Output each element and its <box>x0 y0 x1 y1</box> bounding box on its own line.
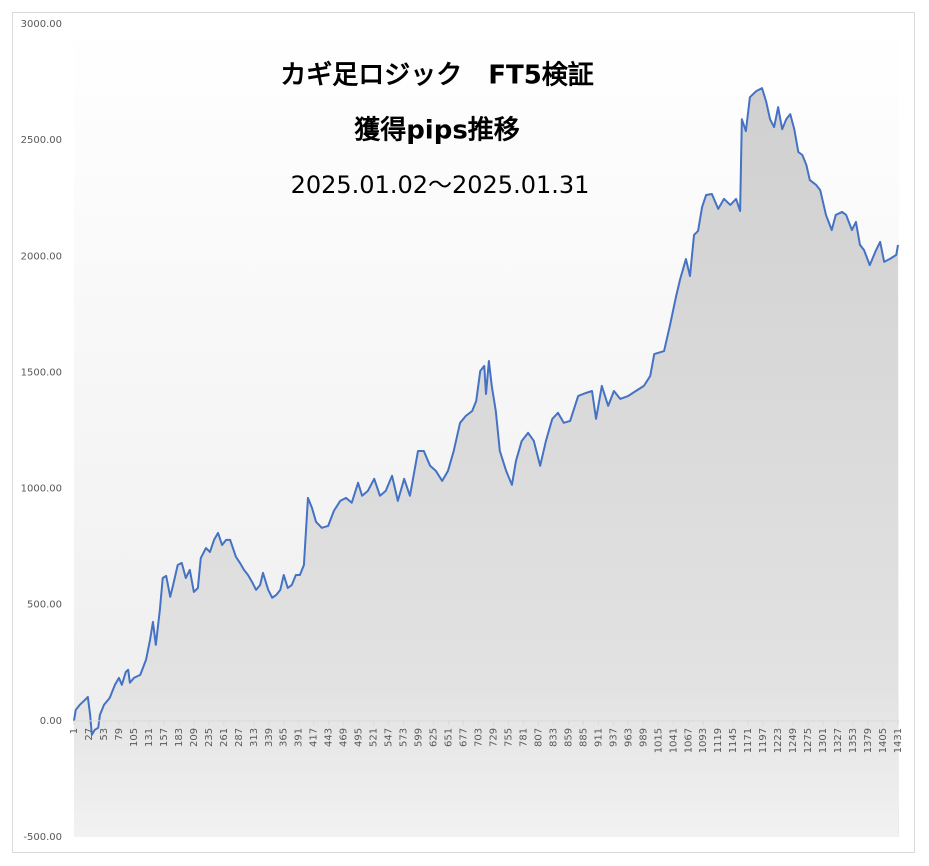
x-tick-label: 521 <box>369 728 380 747</box>
x-tick-label: 989 <box>638 728 649 747</box>
x-tick-label: 703 <box>474 728 485 747</box>
period: 2025.01.02～2025.01.31 <box>291 171 590 199</box>
x-tick-label: 131 <box>144 728 155 747</box>
line <box>73 87 899 736</box>
x-tick-label: 1145 <box>728 728 739 753</box>
y-tick-label: 2000.00 <box>21 251 62 262</box>
x-tick-label: 469 <box>339 728 350 747</box>
x-tick-label: 1327 <box>833 728 844 753</box>
x-tick-label: 1119 <box>713 728 724 753</box>
x-tick-label: 1431 <box>893 728 904 753</box>
area-fill <box>74 88 898 838</box>
y-tick-label: 3000.00 <box>21 19 62 30</box>
x-tick-label: 651 <box>444 728 455 747</box>
x-tick-label: 729 <box>488 728 499 747</box>
x-tick-label: 859 <box>563 728 574 747</box>
x-tick-label: 443 <box>324 728 335 747</box>
x-tick-label: 677 <box>459 728 470 747</box>
x-tick-label: 365 <box>279 728 290 747</box>
x-tick-label: 1041 <box>668 728 679 753</box>
x-tick-label: 1379 <box>863 728 874 753</box>
y-tick-label: -500.00 <box>23 832 62 843</box>
x-tick-label: 1171 <box>743 728 754 753</box>
chart-subtitle: 獲得pips推移 <box>354 116 520 146</box>
y-tick-label: 0.00 <box>40 716 62 727</box>
y-tick-label: 1500.00 <box>21 367 62 378</box>
x-tick-label: 781 <box>518 728 529 747</box>
x-tick-label: 625 <box>429 728 440 747</box>
x-tick-label: 1093 <box>698 728 709 753</box>
x-tick-label: 1301 <box>818 728 829 753</box>
y-tick-label: 1000.00 <box>21 484 62 495</box>
x-tick-label: 261 <box>219 728 230 747</box>
x-tick-label: 885 <box>578 728 589 747</box>
x-tick-label: 339 <box>264 728 275 747</box>
x-tick-label: 1405 <box>878 728 889 753</box>
x-tick-label: 1275 <box>803 728 814 753</box>
x-tick-label: 1353 <box>848 728 859 753</box>
x-tick-label: 287 <box>234 728 245 747</box>
x-tick-label: 599 <box>414 728 425 747</box>
x-tick-label: 573 <box>399 728 410 747</box>
x-tick-label: 937 <box>608 728 619 747</box>
x-tick-label: 963 <box>623 728 634 747</box>
x-tick-label: 1067 <box>683 728 694 753</box>
x-tick-label: 313 <box>249 728 260 747</box>
x-tick-label: 417 <box>309 728 320 747</box>
x-tick-label: 833 <box>548 728 559 747</box>
x-tick-label: 235 <box>204 728 215 747</box>
x-tick-label: 209 <box>189 728 200 747</box>
x-tick-label: 105 <box>129 728 140 747</box>
x-tick-label: 495 <box>354 728 365 747</box>
x-tick-label: 183 <box>174 728 185 747</box>
x-tick-label: 157 <box>159 728 170 747</box>
x-tick-label: 547 <box>384 728 395 747</box>
chart-title: カギ足ロジック FT5検証 <box>280 60 594 91</box>
x-tick-label: 911 <box>593 728 604 747</box>
x-tick-label: 1223 <box>773 728 784 753</box>
x-tick-label: 807 <box>533 728 544 747</box>
y-tick-label: 500.00 <box>27 600 62 611</box>
x-tick-label: 391 <box>294 728 305 747</box>
x-tick-label: 1 <box>69 728 80 734</box>
x-tick-label: 79 <box>114 728 125 741</box>
y-tick-label: 2500.00 <box>21 135 62 146</box>
x-tick-label: 1015 <box>653 728 664 753</box>
x-tick-label: 1197 <box>758 728 769 753</box>
x-tick-label: 755 <box>503 728 514 747</box>
x-tick-label: 53 <box>99 728 110 741</box>
x-tick-label: 1249 <box>788 728 799 753</box>
x-tick-label: 27 <box>84 728 95 741</box>
